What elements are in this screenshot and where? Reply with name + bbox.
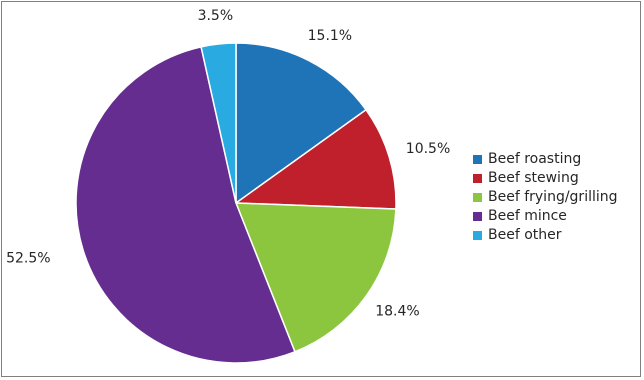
pie-value-label: 3.5% xyxy=(198,8,234,24)
legend-swatch xyxy=(473,174,482,183)
pie-slice-beef-other xyxy=(200,42,237,204)
legend-swatch xyxy=(473,231,482,240)
pie-value-label: 52.5% xyxy=(6,250,50,266)
legend-label: Beef other xyxy=(488,227,562,243)
pie-slices xyxy=(75,42,397,364)
legend: Beef roasting Beef stewing Beef frying/g… xyxy=(473,150,618,245)
legend-label: Beef frying/grilling xyxy=(488,189,618,205)
pie-value-labels: 15.1% 10.5% 18.4% 52.5% 3.5% xyxy=(6,8,450,319)
legend-swatch xyxy=(473,212,482,221)
legend-swatch xyxy=(473,193,482,202)
pie-value-label: 18.4% xyxy=(375,304,419,320)
pie-slice-beef-stewing xyxy=(233,108,397,210)
legend-label: Beef stewing xyxy=(488,170,579,186)
legend-item-beef-roasting: Beef roasting xyxy=(473,150,618,169)
legend-label: Beef mince xyxy=(488,208,567,224)
pie-slice-beef-mince xyxy=(75,45,296,364)
pie-slice-beef-frying-grilling xyxy=(234,202,397,353)
legend-item-beef-frying-grilling: Beef frying/grilling xyxy=(473,188,618,207)
pie-value-label: 10.5% xyxy=(406,141,450,157)
legend-item-beef-other: Beef other xyxy=(473,226,618,245)
pie-value-label: 15.1% xyxy=(308,28,352,44)
legend-label: Beef roasting xyxy=(488,151,582,167)
legend-swatch xyxy=(473,155,482,164)
legend-item-beef-stewing: Beef stewing xyxy=(473,169,618,188)
legend-item-beef-mince: Beef mince xyxy=(473,207,618,226)
pie-slice-beef-roasting xyxy=(235,42,368,205)
